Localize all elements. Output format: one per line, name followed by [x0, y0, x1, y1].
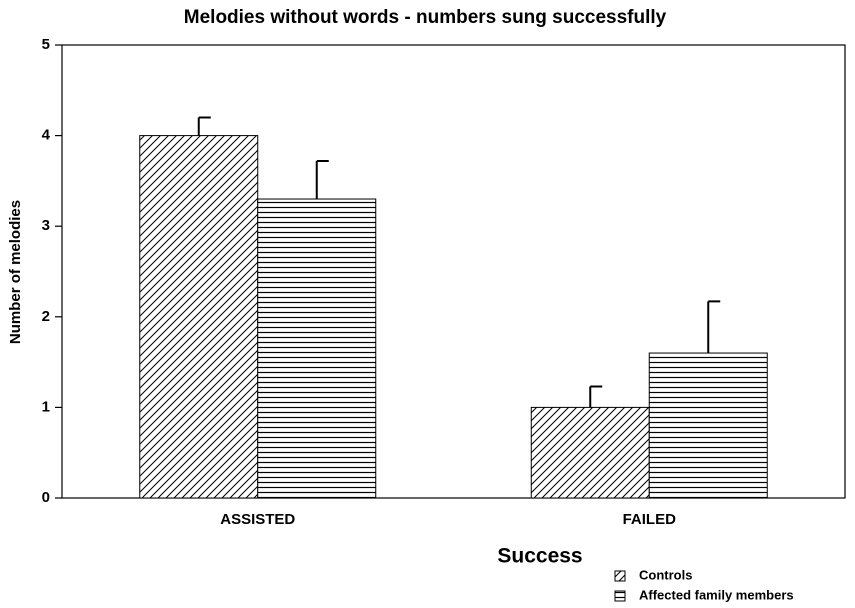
legend-swatch	[614, 570, 626, 582]
y-tick-label: 1	[42, 398, 50, 415]
error-bar	[707, 300, 721, 354]
bar	[139, 135, 259, 499]
legend-label: Affected family members	[639, 587, 794, 602]
error-bar	[315, 159, 329, 200]
chart-title: Melodies without words - numbers sung su…	[184, 7, 667, 28]
y-tick-label: 3	[42, 217, 50, 234]
legend-label: Controls	[639, 567, 692, 582]
x-tick-label: FAILED	[623, 511, 677, 528]
bar	[257, 198, 377, 499]
error-bar	[197, 116, 211, 136]
x-axis-label: Success	[497, 545, 582, 568]
y-tick-label: 0	[42, 489, 50, 506]
y-tick-label: 4	[42, 127, 51, 144]
x-tick-label: ASSISTED	[220, 511, 295, 528]
y-tick-label: 2	[42, 308, 50, 325]
legend-swatch	[614, 590, 626, 602]
bar	[648, 352, 768, 499]
bar	[530, 406, 650, 499]
plot-frame	[61, 44, 846, 499]
y-axis-label: Number of melodies	[7, 200, 24, 344]
y-tick-label: 5	[42, 36, 50, 53]
error-bar	[589, 385, 603, 408]
